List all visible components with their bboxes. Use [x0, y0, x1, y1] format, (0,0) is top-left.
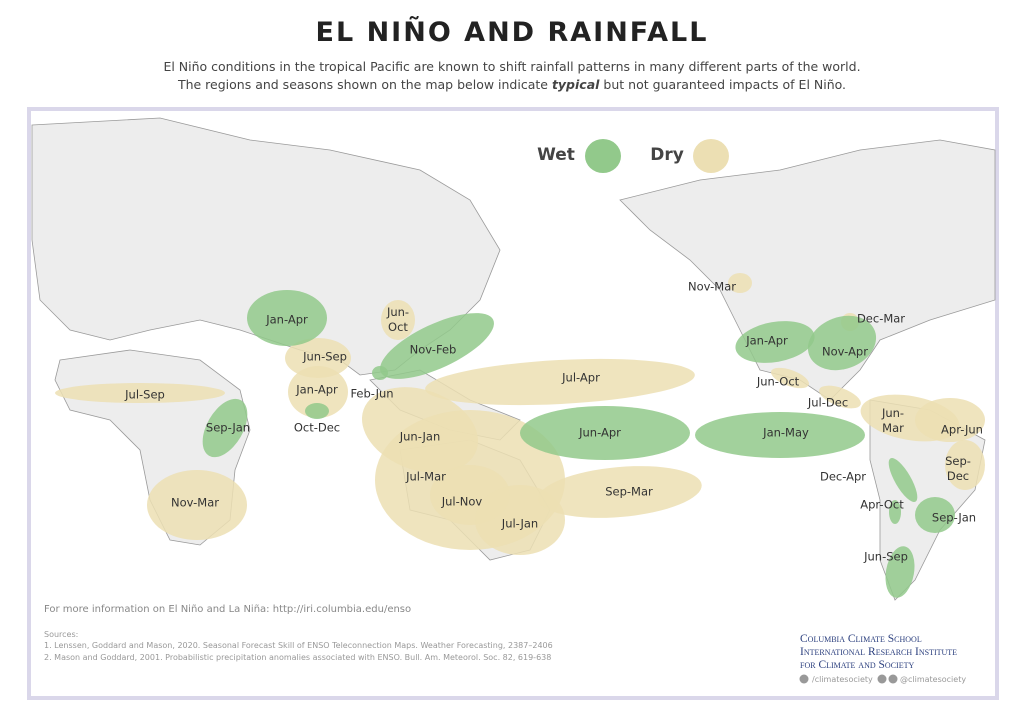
region-label: Jan-Apr: [265, 313, 308, 327]
region-label: Apr-Oct: [860, 498, 904, 512]
region-label: Dec-Apr: [820, 470, 866, 484]
region-label: Feb-Jun: [350, 387, 393, 401]
region-label: Dec-Mar: [857, 312, 905, 326]
region-label: Sep-Jan: [206, 421, 250, 435]
legend-swatch: [585, 139, 621, 173]
rainfall-region: [888, 457, 918, 503]
logo-line: for Climate and Society: [800, 659, 914, 671]
legend-label: Wet: [537, 145, 575, 165]
region-label: Jul-Nov: [441, 495, 483, 509]
rainfall-region: [819, 385, 861, 409]
region-label-line: Sep-: [945, 454, 971, 468]
region-label: Apr-Jun: [941, 423, 983, 437]
region-label: Jun-Mar: [881, 406, 904, 435]
region-label: Jul-Apr: [561, 371, 600, 385]
title: EL NIÑO AND RAINFALL: [316, 16, 709, 48]
region-label: Sep-Mar: [605, 485, 653, 499]
rainfall-region: [147, 470, 247, 540]
logo-line: Columbia Climate School: [800, 633, 922, 645]
logo-line: International Research Institute: [800, 646, 957, 658]
social-handle: @climatesociety: [900, 675, 966, 684]
region-label: Jun-Oct: [756, 375, 800, 389]
region-label: Oct-Dec: [294, 421, 340, 435]
north-america: [619, 139, 996, 401]
region-label: Jul-Jan: [501, 517, 538, 531]
rainfall-region: [889, 500, 901, 524]
subtitle-part: but not guaranteed impacts of El Niño.: [599, 77, 846, 92]
region-label: Sep-Jan: [932, 511, 976, 525]
legend-swatch: [693, 139, 729, 173]
subtitle: El Niño conditions in the tropical Pacif…: [163, 59, 860, 74]
rainfall-region: [285, 338, 351, 378]
info-text: For more information on El Niño and La N…: [44, 604, 411, 615]
rainfall-region: [771, 367, 809, 389]
rainfall-region: [380, 313, 494, 379]
rainfall-region: [55, 383, 225, 403]
rainfall-region: [247, 290, 327, 346]
region-label-line: Oct: [388, 320, 408, 334]
region-label: Jan-Apr: [745, 334, 788, 348]
subtitle: The regions and seasons shown on the map…: [177, 77, 846, 92]
rainfall-region: [807, 315, 877, 371]
instagram-icon: [877, 674, 887, 684]
region-label: Jan-Apr: [295, 383, 338, 397]
rainfall-region: [202, 398, 248, 458]
region-label: Jun-Jan: [399, 430, 441, 444]
subtitle-emphasis: typical: [552, 77, 600, 92]
legend-label: Dry: [650, 145, 684, 165]
rainfall-region: [288, 366, 348, 418]
rainfall-region: [372, 366, 388, 380]
rainfall-region: [885, 546, 915, 598]
rainfall-region: [695, 412, 865, 458]
region-label: Jul-Sep: [124, 388, 165, 402]
rainfall-region: [520, 406, 690, 460]
region-label: Nov-Mar: [171, 496, 219, 510]
regions: Jul-SepNov-MarJun-SepJan-AprJun-OctJul-A…: [55, 273, 985, 598]
region-label: Jun-Sep: [863, 550, 908, 564]
source: 2. Mason and Goddard, 2001. Probabilisti…: [44, 653, 551, 662]
region-label: Jun-Apr: [578, 426, 621, 440]
region-label-line: Dec: [947, 469, 969, 483]
rainfall-region: [735, 321, 815, 363]
region-label: Jun-Oct: [386, 305, 409, 334]
subtitle-part: The regions and seasons shown on the map…: [177, 77, 552, 92]
twitter-icon: [888, 674, 898, 684]
rainfall-region: [915, 398, 985, 442]
rainfall-region: [945, 440, 985, 490]
rainfall-region: [915, 497, 955, 533]
sources-heading: Sources:: [44, 630, 78, 639]
rainfall-region: [425, 358, 695, 406]
region-label: Jun-Sep: [302, 350, 347, 364]
rainfall-region: [728, 273, 752, 293]
facebook-handle: /climatesociety: [812, 675, 873, 684]
region-label-line: Jun-: [386, 305, 409, 319]
facebook-icon: [799, 674, 809, 684]
region-label: Jul-Dec: [807, 396, 848, 410]
region-label: Jan-May: [762, 426, 809, 440]
region-label-line: Jun-: [881, 406, 904, 420]
rainfall-region: [305, 403, 329, 419]
rainfall-region: [381, 300, 415, 340]
rainfall-region: [538, 466, 702, 518]
region-label: Nov-Feb: [410, 343, 457, 357]
region-label: Sep-Dec: [945, 454, 971, 483]
region-label: Jul-Mar: [405, 470, 446, 484]
region-label: Nov-Apr: [822, 345, 868, 359]
region-label: Nov-Mar: [688, 280, 736, 294]
source: 1. Lenssen, Goddard and Mason, 2020. Sea…: [44, 641, 553, 650]
region-label-line: Mar: [882, 421, 904, 435]
